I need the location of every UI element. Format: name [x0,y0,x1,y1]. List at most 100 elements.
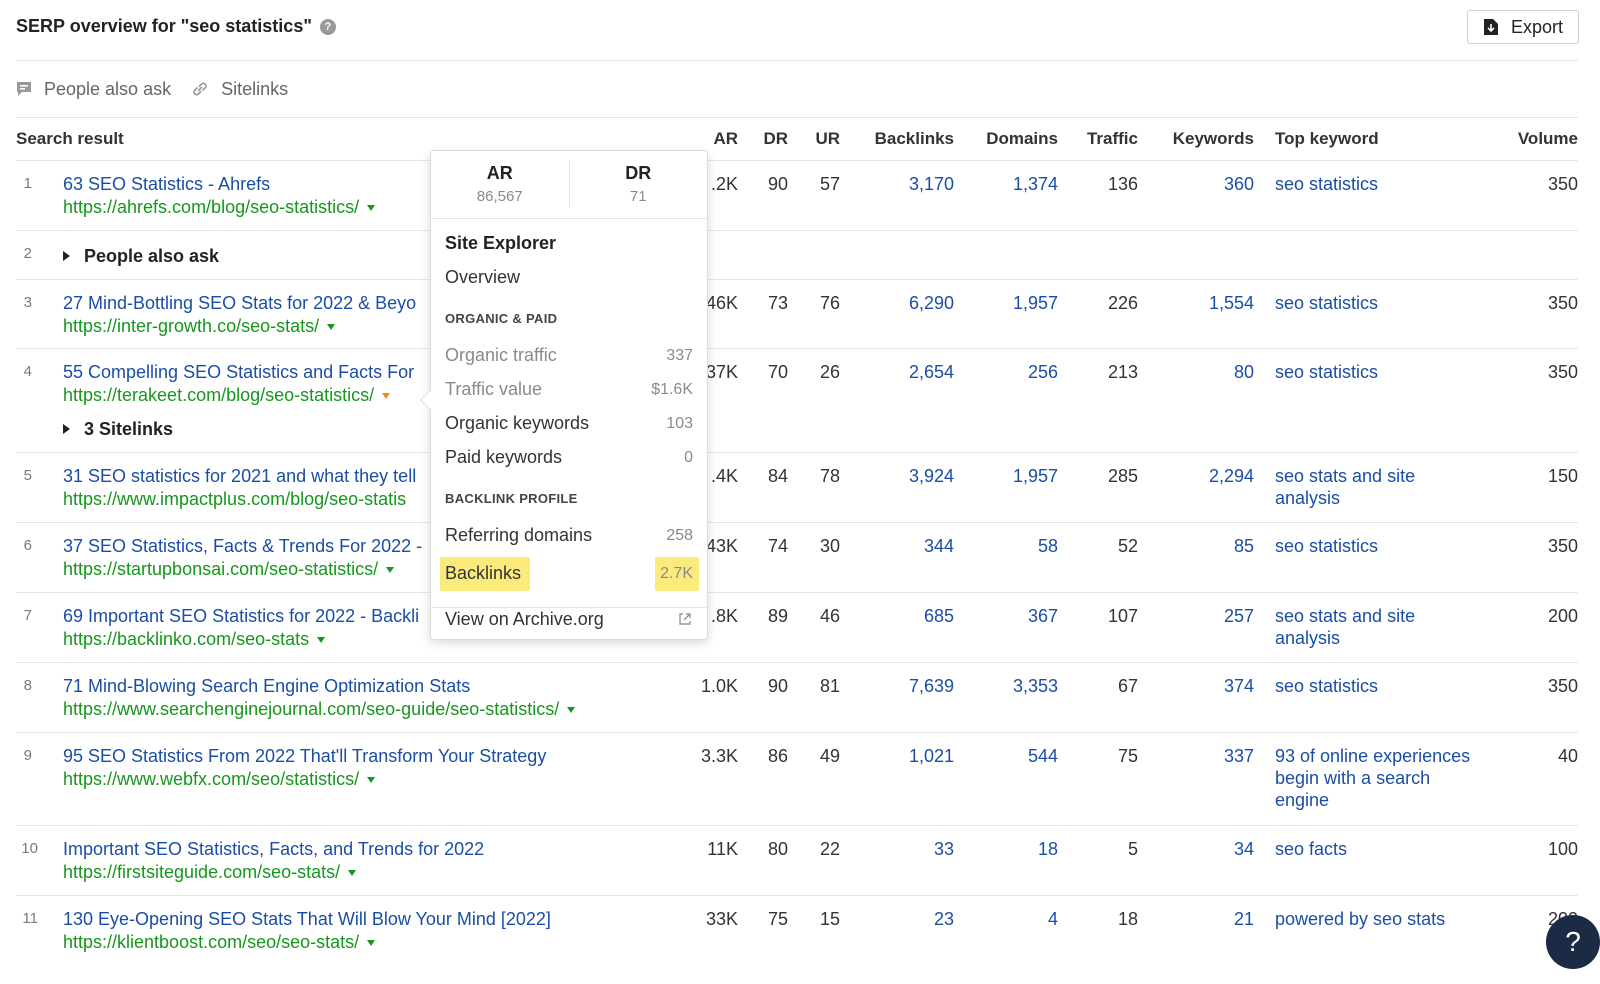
domains-value[interactable]: 1,374 [1012,174,1058,194]
top-keyword[interactable]: 93 of online experiences begin with a se… [1275,746,1471,810]
dropdown-caret-icon[interactable] [348,870,357,877]
result-title[interactable]: 63 SEO Statistics - Ahrefs [63,174,271,194]
col-domains[interactable]: Domains [986,129,1058,148]
col-keywords[interactable]: Keywords [1172,129,1254,148]
keywords-value[interactable]: 360 [1223,174,1254,194]
domains-value[interactable]: 1,957 [1012,293,1058,313]
top-keyword[interactable]: seo statistics [1275,362,1379,382]
export-button[interactable]: Export [1467,10,1579,44]
dropdown-caret-icon[interactable] [567,707,576,714]
col-dr[interactable]: DR [763,129,788,148]
result-url[interactable]: https://www.searchenginejournal.com/seo-… [63,698,576,720]
result-url[interactable]: https://www.webfx.com/seo/statistics/ [63,768,376,790]
popup-paid-keywords[interactable]: Paid keywords [445,447,563,467]
keywords-value[interactable]: 1,554 [1208,293,1254,313]
result-title[interactable]: 71 Mind-Blowing Search Engine Optimizati… [63,676,471,696]
domains-value[interactable]: 1,957 [1012,466,1058,486]
backlinks-value[interactable]: 1,021 [908,746,954,766]
feature-people-also-ask[interactable]: People also ask [16,79,171,100]
col-ur[interactable]: UR [815,129,840,148]
result-title[interactable]: 27 Mind-Bottling SEO Stats for 2022 & Be… [63,293,417,313]
dropdown-caret-icon[interactable] [367,777,376,784]
result-url[interactable]: https://backlinko.com/seo-stats [63,628,326,650]
dropdown-caret-icon[interactable] [317,637,326,644]
result-title[interactable]: Important SEO Statistics, Facts, and Tre… [63,839,485,859]
keywords-value[interactable]: 337 [1223,746,1254,766]
backlinks-value[interactable]: 33 [933,839,954,859]
backlinks-value[interactable]: 344 [923,536,954,556]
keywords-value[interactable]: 34 [1233,839,1254,859]
expand-triangle-icon [63,251,70,261]
backlinks-value[interactable]: 2,654 [908,362,954,382]
popup-referring-domains[interactable]: Referring domains [445,525,593,545]
popup-overview-link[interactable]: Overview [445,267,521,287]
result-title[interactable]: 95 SEO Statistics From 2022 That'll Tran… [63,746,547,766]
backlinks-value[interactable]: 23 [933,909,954,929]
col-backlinks[interactable]: Backlinks [874,129,954,148]
result-title[interactable]: 31 SEO statistics for 2021 and what they… [63,466,417,486]
domains-value[interactable]: 544 [1027,746,1058,766]
result-url[interactable]: https://firstsiteguide.com/seo-stats/ [63,861,357,883]
top-keyword[interactable]: powered by seo stats [1275,909,1446,929]
top-keyword[interactable]: seo statistics [1275,676,1379,696]
dropdown-caret-icon[interactable] [327,324,336,331]
keywords-value[interactable]: 85 [1233,536,1254,556]
keywords-value[interactable]: 21 [1233,909,1254,929]
result-url[interactable]: https://startupbonsai.com/seo-statistics… [63,558,395,580]
backlinks-value[interactable]: 3,170 [908,174,954,194]
result-url[interactable]: https://inter-growth.co/seo-stats/ [63,315,336,337]
domains-value[interactable]: 3,353 [1012,676,1058,696]
col-top-keyword[interactable]: Top keyword [1275,129,1379,148]
help-chat-button[interactable]: ? [1546,915,1600,969]
people-also-ask-toggle[interactable]: People also ask [63,245,219,267]
backlinks-value[interactable]: 685 [923,606,954,626]
popup-dr-value: 71 [629,188,647,205]
popup-backlinks[interactable]: Backlinks [445,563,522,583]
backlinks-value[interactable]: 3,924 [908,466,954,486]
dropdown-caret-icon[interactable] [382,393,391,400]
top-keyword[interactable]: seo stats and site analysis [1275,606,1416,648]
backlinks-value[interactable]: 6,290 [908,293,954,313]
col-traffic[interactable]: Traffic [1086,129,1138,148]
col-search-result[interactable]: Search result [16,129,124,148]
domains-value[interactable]: 58 [1037,536,1058,556]
feature-sitelinks[interactable]: Sitelinks [191,79,288,100]
keywords-value[interactable]: 2,294 [1208,466,1254,486]
top-keyword[interactable]: seo statistics [1275,174,1379,194]
dropdown-caret-icon[interactable] [367,940,376,947]
result-url[interactable]: https://www.impactplus.com/blog/seo-stat… [63,489,407,509]
dropdown-caret-icon[interactable] [367,205,376,212]
popup-archive-link[interactable]: View on Archive.org [445,609,604,629]
domains-value[interactable]: 18 [1037,839,1058,859]
result-title[interactable]: 55 Compelling SEO Statistics and Facts F… [63,362,415,382]
keywords-value[interactable]: 374 [1223,676,1254,696]
divider [16,117,1578,118]
ar-value: .8K [710,606,738,626]
result-url[interactable]: https://ahrefs.com/blog/seo-statistics/ [63,196,376,218]
result-title[interactable]: 37 SEO Statistics, Facts & Trends For 20… [63,536,423,556]
col-volume[interactable]: Volume [1517,129,1578,148]
col-ar[interactable]: AR [713,129,738,148]
domains-value[interactable]: 256 [1027,362,1058,382]
top-keyword[interactable]: seo facts [1275,839,1348,859]
domains-value[interactable]: 367 [1027,606,1058,626]
help-icon[interactable]: ? [319,18,336,35]
sitelinks-toggle[interactable]: 3 Sitelinks [63,418,173,440]
dropdown-caret-icon[interactable] [386,567,395,574]
popup-traffic-value[interactable]: Traffic value [445,379,543,399]
top-keyword[interactable]: seo statistics [1275,293,1379,313]
backlinks-value[interactable]: 7,639 [908,676,954,696]
top-keyword[interactable]: seo statistics [1275,536,1379,556]
domains-value[interactable]: 4 [1047,909,1058,929]
keywords-value[interactable]: 80 [1233,362,1254,382]
result-url[interactable]: https://terakeet.com/blog/seo-statistics… [63,384,391,406]
keywords-value[interactable]: 257 [1223,606,1254,626]
popup-organic-traffic[interactable]: Organic traffic [445,345,557,365]
top-keyword[interactable]: seo stats and site analysis [1275,466,1416,508]
ar-value: 11K [707,839,738,859]
external-link-icon[interactable] [677,611,693,627]
popup-organic-keywords[interactable]: Organic keywords [445,413,590,433]
result-url[interactable]: https://klientboost.com/seo/seo-stats/ [63,931,376,953]
result-title[interactable]: 69 Important SEO Statistics for 2022 - B… [63,606,420,626]
result-title[interactable]: 130 Eye-Opening SEO Stats That Will Blow… [63,909,551,929]
